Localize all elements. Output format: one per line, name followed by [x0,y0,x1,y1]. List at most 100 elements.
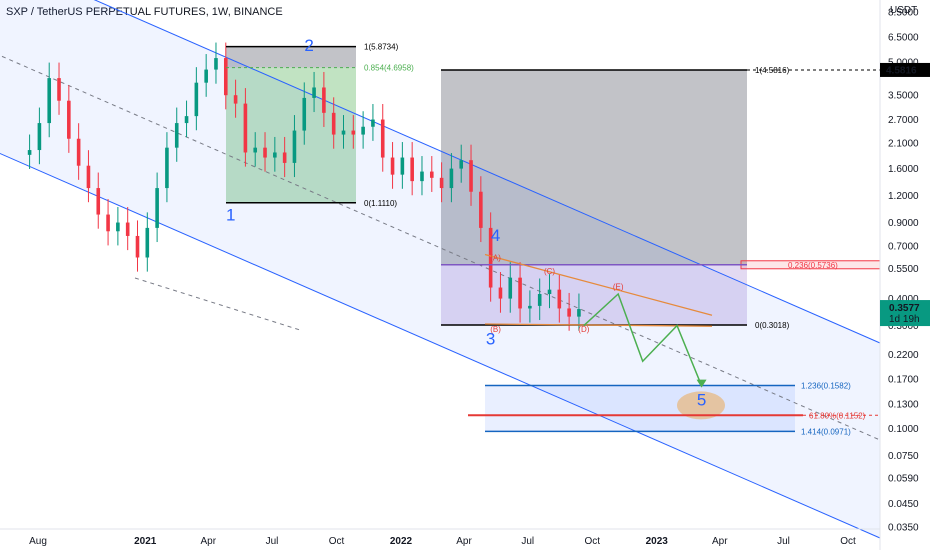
candle-body-54 [557,289,562,309]
price-tick-label: 0.5500 [888,264,919,275]
price-tick-label: 0.2200 [888,350,919,361]
candle-body-38 [400,157,405,175]
drawing-labels: 1(5.8734) 0.854(4.6958) 0(1.1110) 1(4.5816)… [226,36,866,436]
price-tick-label: 6.5000 [888,33,919,44]
candle-body-6 [86,165,91,189]
candle-body-19 [214,58,218,70]
triangle-lower-line [484,323,713,327]
price-tick-label: 1.2000 [888,191,919,202]
price-tick-label: 2.7000 [888,115,919,126]
candle-body-3 [57,78,61,101]
price-tick-label: 0.3000 [888,321,919,332]
price-tick-label: 5.0000 [888,57,919,68]
price-tick-label: 3.5000 [888,91,919,102]
candle-body-18 [204,69,208,83]
candle-body-47 [488,227,493,288]
ext-label-1236: 1.236(0.1582) [801,382,851,391]
price-tick-label: 0.9000 [888,218,919,229]
time-tick-label: Oct [840,536,856,547]
candle-body-40 [420,171,424,182]
price-marker-last-label: 0.3577 [889,303,920,314]
candle-body-48 [498,287,503,299]
price-tick-label: 1.6000 [888,164,919,175]
candle-body-42 [439,177,444,189]
wave-label-2: 2 [304,36,313,55]
price-tick-label: 2.1000 [888,139,919,150]
candle-body-10 [125,222,130,236]
ext-label-1414: 1.414(0.0971) [801,427,851,436]
candle-body-26 [282,152,287,163]
candle-body-45 [469,160,473,192]
time-tick-label: Oct [584,536,600,547]
target-highlight [677,391,725,420]
price-marker-countdown: 1d 19h [889,314,920,325]
candle-body-21 [233,95,238,104]
fib1-label-0854: 0.854(4.6958) [364,64,414,73]
drawing-lines [226,45,880,433]
subwave-label-E: (E) [613,283,624,292]
candle-body-34 [361,126,365,135]
candle-body-31 [331,112,336,135]
candle-body-27 [292,130,297,163]
time-tick-label: Jul [266,536,279,547]
time-tick-label: Aug [29,536,47,547]
chart-title: SXP / TetherUS PERPETUAL FUTURES, 1W, BI… [6,6,283,18]
candle-body-33 [351,130,356,135]
time-tick-label: Jul [521,536,534,547]
fib1-lower-zone [226,67,356,203]
candle-body-17 [194,82,199,117]
candle-body-7 [96,188,101,215]
candle-body-44 [459,160,464,169]
channel-lower-line [0,152,881,539]
fib1-label-1: 1(5.8734) [364,43,399,52]
time-tick-label: Oct [329,536,345,547]
candle-body-41 [429,171,434,178]
wave-label-5: 5 [697,390,706,409]
candle-body-36 [380,119,385,158]
time-tick-label: Apr [456,536,472,547]
price-tick-label: 0.1000 [888,424,919,435]
projection-arrowhead [696,379,707,388]
channel-extension-line [134,277,301,331]
subwave-label-D: (D) [578,325,589,334]
candle-body-1 [37,123,42,151]
wave-label-1: 1 [226,205,235,224]
candle-body-4 [67,100,71,139]
subwave-label-C: (C) [544,267,555,276]
candle-body-14 [165,147,169,189]
fib2-label-0: 0(0.3018) [755,321,790,330]
price-tick-label: 0.4000 [888,294,919,305]
price-tick-label: 0.1300 [888,399,919,410]
ext-label-618: 61.80%(0.1152) [809,411,866,420]
time-tick-label: 2023 [646,536,669,547]
price-tick-label: 0.7000 [888,242,919,253]
candle-body-43 [449,168,454,189]
price-marker-last [880,300,930,327]
trend-channel [0,0,881,539]
price-tick-label: 0.0350 [888,523,919,534]
channel-upper-line [93,0,881,344]
drawing-fills [226,46,881,432]
candle-body-23 [253,147,258,153]
wave-label-4: 4 [491,226,500,245]
fib1-upper-zone [226,46,356,68]
candle-body-49 [508,277,513,299]
fib2-label-1: 1(4.5816) [755,66,790,75]
candle-body-28 [302,97,307,131]
candle-body-9 [116,222,120,232]
candle-body-11 [135,235,140,258]
candle-body-13 [155,188,159,228]
candle-body-24 [263,147,267,158]
fib2-label-0236: 0.236(0.5736) [788,261,838,270]
time-tick-label: 2021 [134,536,157,547]
candle-body-37 [390,157,395,175]
candle-body-25 [273,152,277,158]
candle-body-15 [174,123,179,148]
subwave-label-B: (B) [490,325,501,334]
price-tick-label: 0.0590 [888,474,919,485]
candles [27,42,581,331]
candle-body-53 [547,289,552,295]
